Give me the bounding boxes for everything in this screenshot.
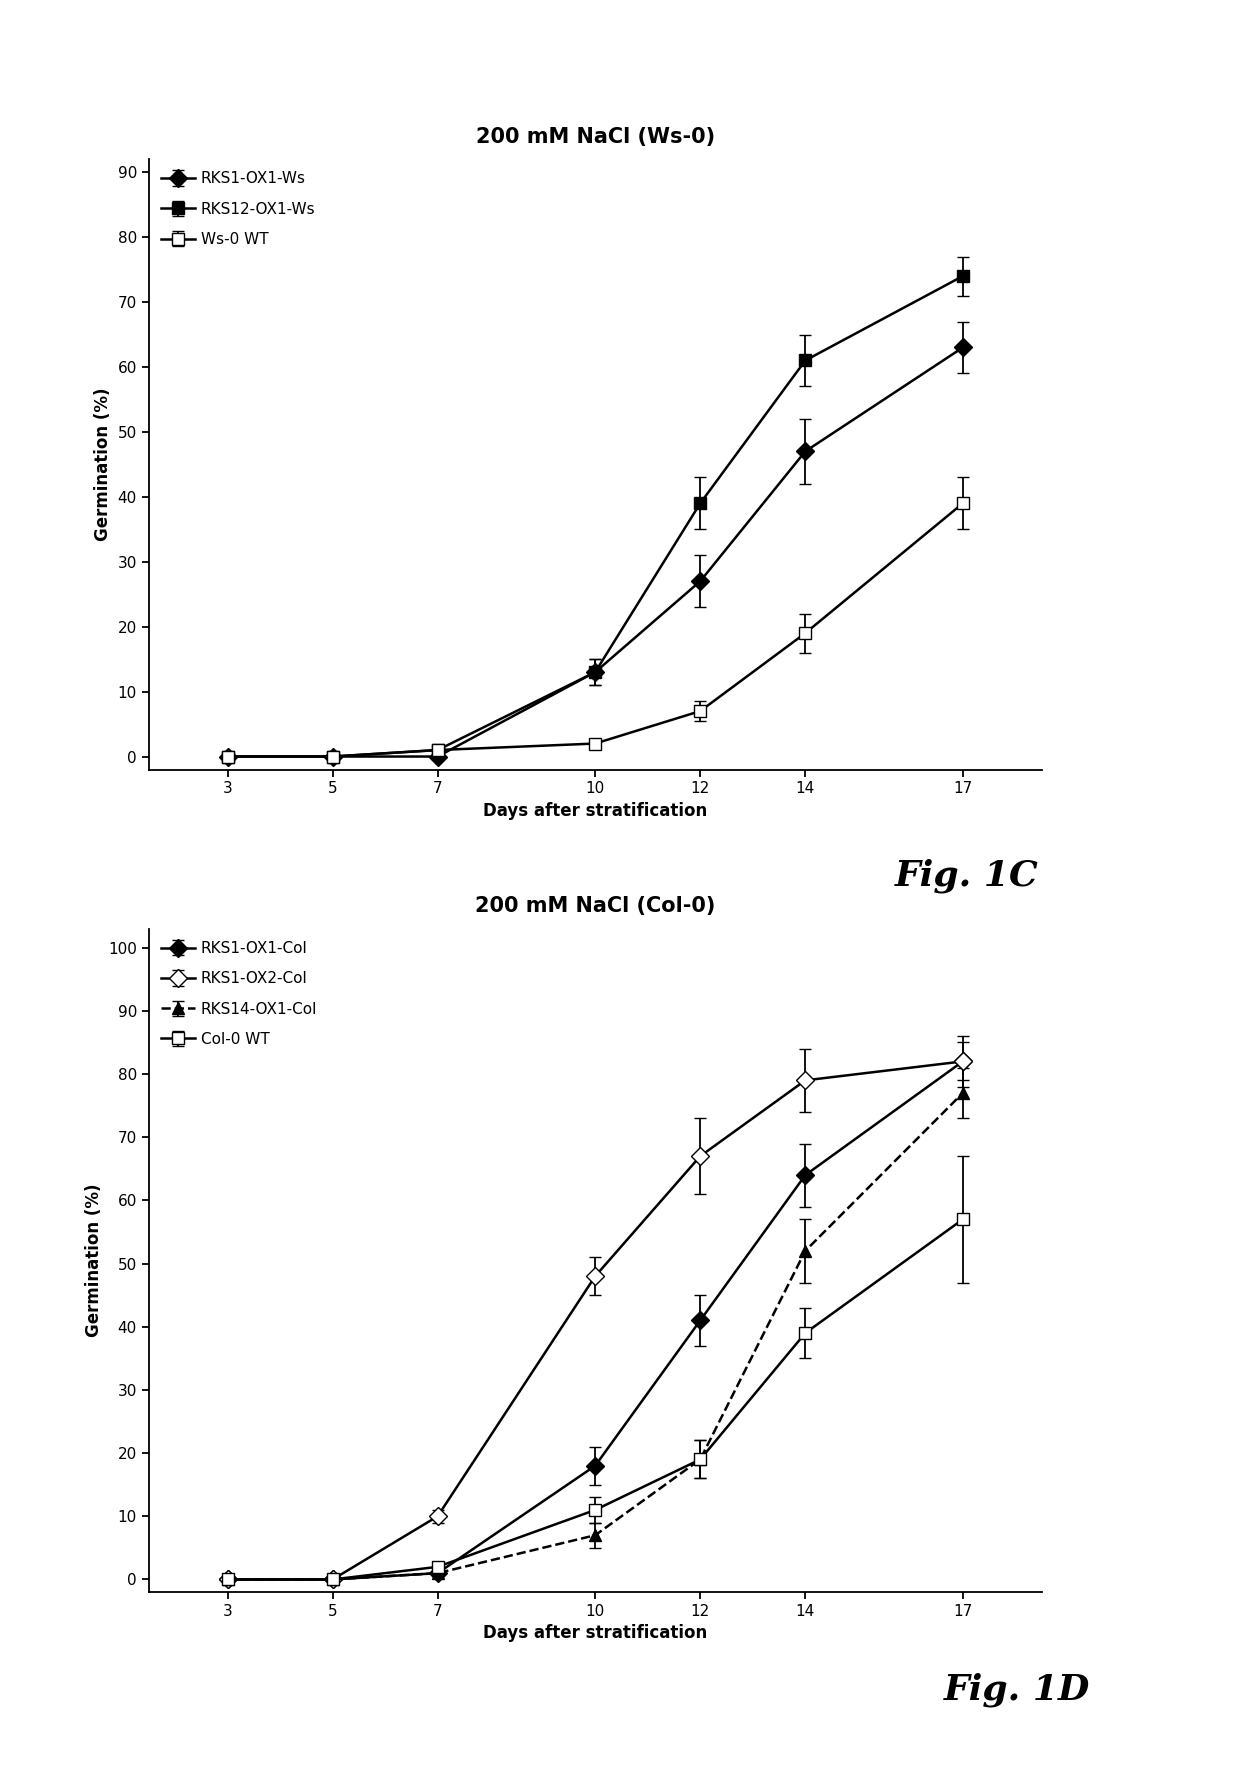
X-axis label: Days after stratification: Days after stratification xyxy=(484,1624,707,1642)
Title: 200 mM NaCl (Col-0): 200 mM NaCl (Col-0) xyxy=(475,897,715,916)
Legend: RKS1-OX1-Col, RKS1-OX2-Col, RKS14-OX1-Col, Col-0 WT: RKS1-OX1-Col, RKS1-OX2-Col, RKS14-OX1-Co… xyxy=(156,936,321,1051)
Y-axis label: Germination (%): Germination (%) xyxy=(94,387,112,541)
Legend: RKS1-OX1-Ws, RKS12-OX1-Ws, Ws-0 WT: RKS1-OX1-Ws, RKS12-OX1-Ws, Ws-0 WT xyxy=(156,166,320,251)
Text: Fig. 1D: Fig. 1D xyxy=(944,1672,1090,1707)
X-axis label: Days after stratification: Days after stratification xyxy=(484,801,707,819)
Y-axis label: Germination (%): Germination (%) xyxy=(84,1183,103,1337)
Text: Fig. 1C: Fig. 1C xyxy=(895,858,1039,893)
Title: 200 mM NaCl (Ws-0): 200 mM NaCl (Ws-0) xyxy=(476,127,714,147)
